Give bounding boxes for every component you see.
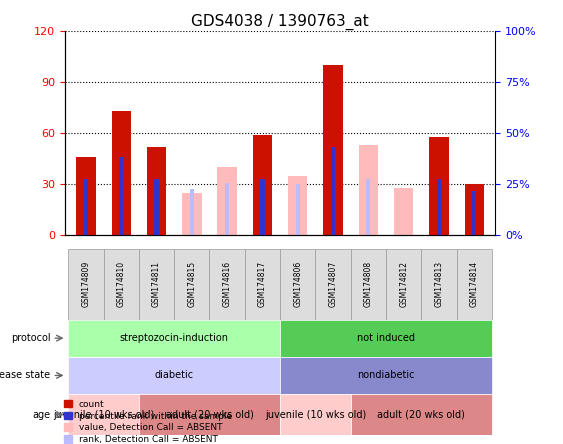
Text: adult (20 wks old): adult (20 wks old) bbox=[166, 410, 253, 420]
Bar bbox=[429, 137, 449, 235]
Bar bbox=[260, 179, 265, 235]
Bar bbox=[386, 249, 421, 320]
Bar bbox=[280, 249, 315, 320]
Legend: count, percentile rank within the sample, value, Detection Call = ABSENT, rank, : count, percentile rank within the sample… bbox=[64, 400, 232, 444]
Bar bbox=[331, 147, 335, 235]
Bar bbox=[280, 357, 492, 394]
Text: GSM174810: GSM174810 bbox=[117, 261, 126, 307]
Text: GSM174816: GSM174816 bbox=[222, 261, 231, 307]
Bar bbox=[154, 179, 159, 235]
Text: protocol: protocol bbox=[11, 333, 51, 343]
Text: nondiabetic: nondiabetic bbox=[358, 370, 415, 381]
Bar bbox=[464, 184, 484, 235]
Bar bbox=[119, 157, 123, 235]
Bar bbox=[253, 135, 272, 235]
Text: GSM174814: GSM174814 bbox=[470, 261, 479, 307]
Bar bbox=[394, 188, 413, 235]
Bar bbox=[323, 65, 343, 235]
Bar bbox=[68, 249, 104, 320]
Bar bbox=[245, 249, 280, 320]
Bar bbox=[260, 182, 265, 235]
Bar bbox=[209, 249, 245, 320]
Text: juvenile (10 wks old): juvenile (10 wks old) bbox=[53, 410, 154, 420]
Text: GSM174817: GSM174817 bbox=[258, 261, 267, 307]
Text: GSM174807: GSM174807 bbox=[329, 261, 338, 307]
Bar bbox=[457, 249, 492, 320]
Text: GSM174808: GSM174808 bbox=[364, 261, 373, 307]
Bar bbox=[147, 147, 166, 235]
Bar bbox=[280, 394, 351, 435]
Text: GSM174813: GSM174813 bbox=[435, 261, 444, 307]
Bar bbox=[472, 191, 476, 235]
Bar bbox=[367, 179, 370, 235]
Text: age: age bbox=[33, 410, 51, 420]
Bar bbox=[359, 145, 378, 235]
Bar bbox=[190, 190, 194, 235]
Bar bbox=[464, 191, 484, 235]
Bar bbox=[68, 357, 280, 394]
Title: GDS4038 / 1390763_at: GDS4038 / 1390763_at bbox=[191, 13, 369, 30]
Bar bbox=[174, 249, 209, 320]
Bar bbox=[225, 182, 229, 235]
Bar bbox=[139, 249, 174, 320]
Bar bbox=[280, 320, 492, 357]
Bar bbox=[76, 157, 96, 235]
Bar bbox=[104, 249, 139, 320]
Text: GSM174815: GSM174815 bbox=[187, 261, 196, 307]
Bar bbox=[84, 179, 88, 235]
Bar bbox=[68, 320, 280, 357]
Text: not induced: not induced bbox=[357, 333, 415, 343]
Bar bbox=[217, 167, 237, 235]
Bar bbox=[351, 394, 492, 435]
Bar bbox=[351, 249, 386, 320]
Bar bbox=[68, 394, 139, 435]
Bar bbox=[421, 249, 457, 320]
Bar bbox=[315, 249, 351, 320]
Text: disease state: disease state bbox=[0, 370, 51, 381]
Bar bbox=[139, 394, 280, 435]
Text: GSM174811: GSM174811 bbox=[152, 261, 161, 307]
Text: adult (20 wks old): adult (20 wks old) bbox=[377, 410, 465, 420]
Text: GSM174806: GSM174806 bbox=[293, 261, 302, 307]
Text: juvenile (10 wks old): juvenile (10 wks old) bbox=[265, 410, 366, 420]
Text: GSM174812: GSM174812 bbox=[399, 261, 408, 307]
Text: streptozocin-induction: streptozocin-induction bbox=[120, 333, 229, 343]
Text: diabetic: diabetic bbox=[155, 370, 194, 381]
Bar bbox=[437, 179, 441, 235]
Bar bbox=[111, 111, 131, 235]
Bar bbox=[182, 193, 202, 235]
Bar bbox=[296, 184, 300, 235]
Text: GSM174809: GSM174809 bbox=[82, 261, 91, 307]
Bar bbox=[288, 176, 307, 235]
